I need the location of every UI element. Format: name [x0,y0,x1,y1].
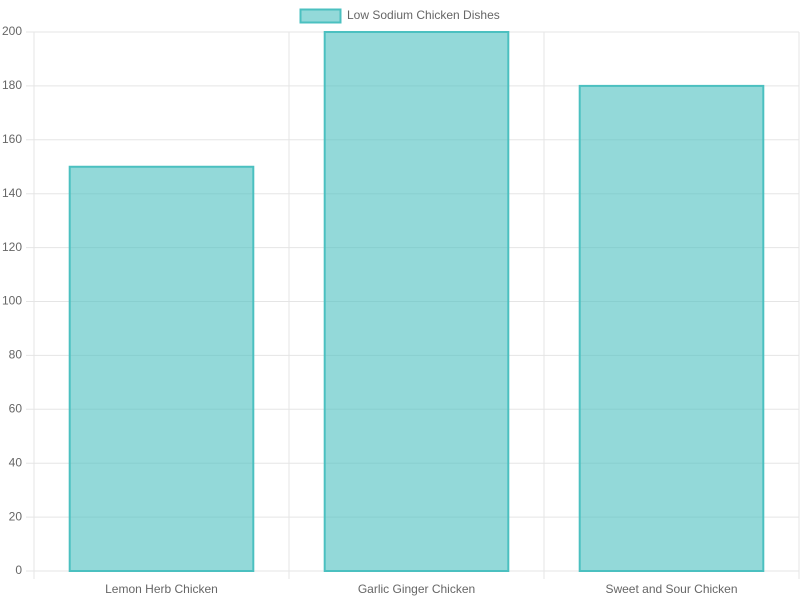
y-tick-label: 120 [2,240,22,254]
y-tick-label: 40 [9,455,23,469]
x-tick-label: Lemon Herb Chicken [105,582,218,596]
legend-label: Low Sodium Chicken Dishes [347,8,500,22]
y-tick-label: 180 [2,78,22,92]
bar [68,165,255,572]
y-tick-label: 60 [9,401,23,415]
bar [323,31,510,572]
y-tick-label: 140 [2,186,22,200]
x-tick-label: Sweet and Sour Chicken [605,582,737,596]
y-tick-label: 0 [15,563,22,577]
y-tick-label: 80 [9,348,23,362]
y-tick-label: 200 [2,24,22,38]
y-tick-label: 160 [2,132,22,146]
x-tick-label: Garlic Ginger Chicken [358,582,475,596]
y-tick-label: 100 [2,294,22,308]
y-tick-label: 20 [9,509,23,523]
bar [578,84,765,573]
legend-swatch [299,8,342,24]
